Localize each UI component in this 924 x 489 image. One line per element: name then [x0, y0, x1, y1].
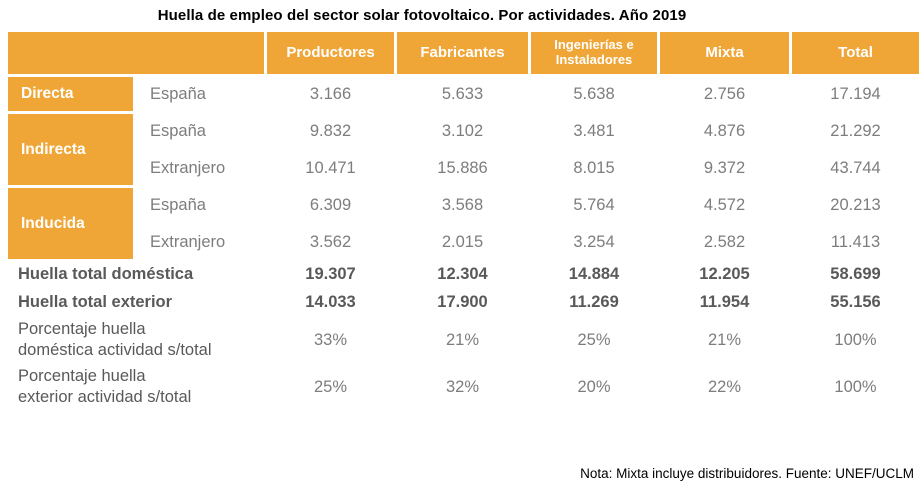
- table-row: Huella total doméstica 19.307 12.304 14.884…: [8, 262, 919, 287]
- row-group-label: Directa: [8, 77, 133, 111]
- value-cell: 14.033: [305, 293, 356, 311]
- value-cell: 43.744: [830, 158, 881, 177]
- summary-row-label: Porcentaje huella exterior actividad s/t…: [18, 367, 192, 406]
- table-row: Directa España 3.166 5.633 5.638 2.756 17.194: [8, 77, 919, 111]
- summary-row-label: Huella total doméstica: [18, 265, 194, 284]
- value-cell: 6.309: [309, 195, 352, 214]
- employment-footprint-table: Productores Fabricantes Ingenierías e In…: [5, 29, 922, 412]
- value-cell: 2.756: [703, 84, 746, 103]
- value-cell: 3.102: [441, 121, 484, 140]
- value-cell: 4.876: [703, 121, 746, 140]
- source-note: Nota: Mixta incluye distribuidores. Fuen…: [580, 466, 914, 481]
- row-scope-label: España: [150, 195, 206, 214]
- table-row: Extranjero 10.471 15.886 8.015 9.372 43.744: [8, 151, 919, 185]
- row-group-label: Indirecta: [8, 114, 133, 185]
- value-cell: 20%: [577, 377, 611, 396]
- row-scope-label: Extranjero: [150, 158, 226, 177]
- header-corner-cell: [8, 32, 264, 74]
- value-cell: 9.832: [309, 121, 352, 140]
- value-cell: 17.900: [437, 293, 488, 311]
- value-cell: 58.699: [830, 265, 881, 283]
- value-cell: 5.638: [573, 84, 615, 103]
- value-cell: 21.292: [830, 121, 881, 140]
- value-cell: 32%: [445, 377, 480, 396]
- value-cell: 2.582: [703, 232, 746, 251]
- value-cell: 11.954: [699, 293, 750, 311]
- value-cell: 22%: [707, 377, 742, 396]
- table-row: Indirecta España 9.832 3.102 3.481 4.876 21.29…: [8, 114, 919, 185]
- row-scope-label: España: [150, 121, 206, 140]
- table-row: Inducida España 6.309 3.568 5.764 4.572 20.213: [8, 188, 919, 259]
- value-cell: 33%: [313, 330, 348, 349]
- table-row: Porcentaje huella doméstica actividad s/…: [8, 318, 919, 362]
- value-cell: 2.015: [441, 232, 484, 251]
- value-cell: 9.372: [703, 158, 746, 177]
- column-header-mixta: Mixta: [660, 32, 789, 74]
- value-cell: 5.633: [441, 84, 484, 103]
- row-group-label: Inducida: [8, 188, 133, 259]
- value-cell: 21%: [445, 330, 480, 349]
- column-header-productores: Productores: [267, 32, 394, 74]
- value-cell: 17.194: [830, 84, 881, 103]
- value-cell: 4.572: [703, 195, 746, 214]
- value-cell: 3.166: [309, 84, 352, 103]
- value-cell: 55.156: [830, 293, 881, 311]
- column-header-total: Total: [792, 32, 919, 74]
- value-cell: 19.307: [305, 265, 356, 283]
- value-cell: 11.269: [569, 293, 619, 311]
- value-cell: 11.413: [830, 232, 881, 251]
- column-header-ingenierias: Ingenierías e Instaladores: [531, 32, 657, 74]
- value-cell: 100%: [834, 377, 877, 396]
- header-row: Productores Fabricantes Ingenierías e In…: [8, 32, 919, 74]
- table-row: Huella total exterior 14.033 17.900 11.269 1…: [8, 290, 919, 315]
- value-cell: 21%: [707, 330, 742, 349]
- table-row: Porcentaje huella exterior actividad s/t…: [8, 365, 919, 409]
- value-cell: 3.254: [573, 232, 615, 251]
- value-cell: 25%: [577, 330, 611, 349]
- value-cell: 3.568: [441, 195, 484, 214]
- value-cell: 25%: [313, 377, 348, 396]
- column-header-fabricantes: Fabricantes: [397, 32, 528, 74]
- value-cell: 12.205: [699, 265, 750, 283]
- summary-row-label: Porcentaje huella doméstica actividad s/…: [18, 320, 212, 359]
- page-title: Huella de empleo del sector solar fotovo…: [157, 7, 687, 24]
- value-cell: 12.304: [437, 265, 488, 283]
- value-cell: 15.886: [437, 158, 488, 177]
- value-cell: 8.015: [573, 158, 615, 177]
- value-cell: 10.471: [305, 158, 356, 177]
- value-cell: 20.213: [830, 195, 881, 214]
- value-cell: 5.764: [573, 195, 615, 214]
- table-row: Extranjero 3.562 2.015 3.254 2.582 11.413: [8, 225, 919, 259]
- row-scope-label: Extranjero: [150, 232, 226, 251]
- row-scope-label: España: [150, 84, 206, 103]
- value-cell: 14.884: [568, 265, 620, 283]
- summary-row-label: Huella total exterior: [18, 293, 173, 312]
- value-cell: 3.562: [309, 232, 352, 251]
- value-cell: 100%: [834, 330, 877, 349]
- value-cell: 3.481: [573, 121, 615, 140]
